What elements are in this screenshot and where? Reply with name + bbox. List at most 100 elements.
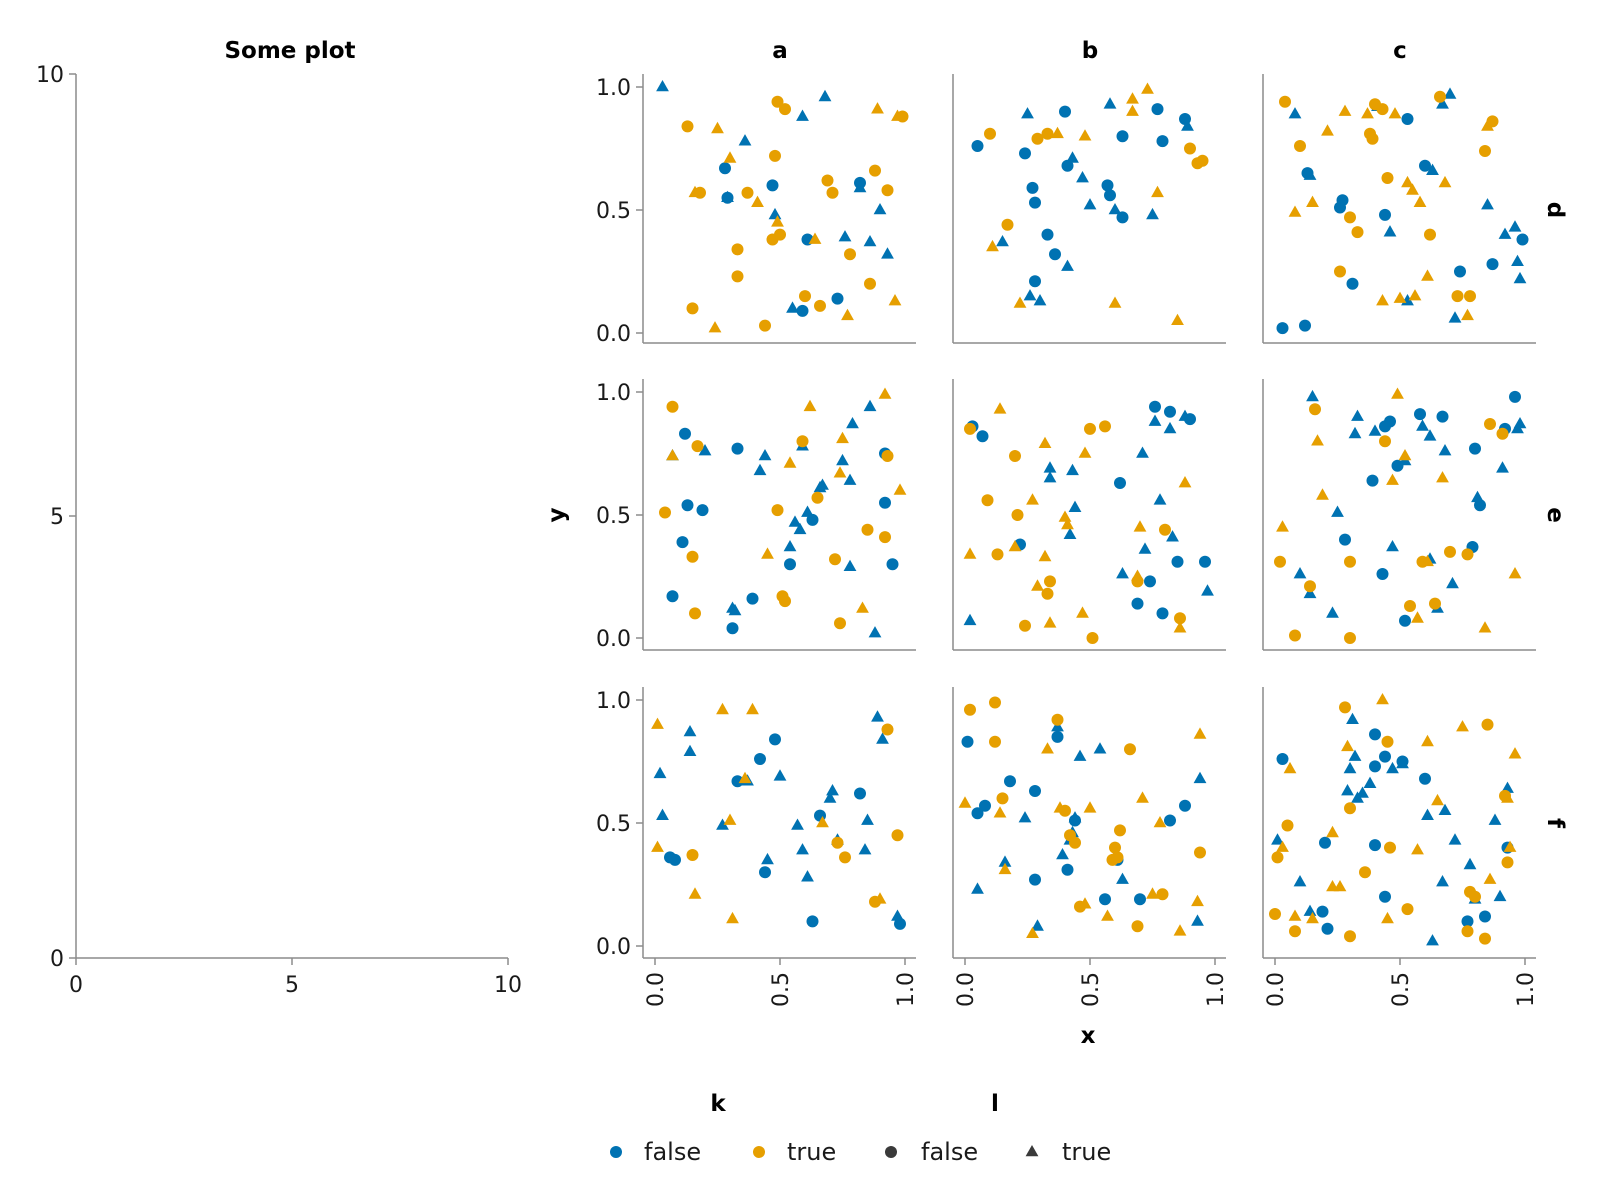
scatter-point bbox=[1401, 113, 1414, 125]
scatter-point bbox=[1431, 793, 1444, 806]
scatter-point bbox=[686, 302, 699, 315]
scatter-point bbox=[1419, 772, 1431, 785]
scatter-point bbox=[1479, 932, 1491, 945]
facet-panel-c-e bbox=[1274, 387, 1527, 644]
scatter-point bbox=[989, 735, 1001, 748]
scatter-point bbox=[686, 849, 699, 861]
scatter-point bbox=[1306, 195, 1319, 207]
scatter-point bbox=[1516, 233, 1529, 246]
scatter-point bbox=[1073, 749, 1087, 761]
scatter-point bbox=[1326, 825, 1339, 838]
scatter-point bbox=[1423, 429, 1437, 441]
blank-x-tick-label: 10 bbox=[494, 973, 522, 998]
scatter-point bbox=[771, 95, 784, 108]
scatter-point bbox=[1279, 95, 1291, 108]
scatter-point bbox=[774, 228, 786, 241]
scatter-point bbox=[1166, 530, 1179, 542]
scatter-point bbox=[1326, 606, 1339, 618]
scatter-point bbox=[1484, 418, 1496, 430]
legend-title-k: k bbox=[710, 1091, 726, 1117]
facet-panel-axes: 0.0 0.5 1.0 bbox=[596, 379, 916, 652]
scatter-point bbox=[746, 702, 759, 715]
scatter-point bbox=[1031, 579, 1044, 591]
scatter-point bbox=[869, 164, 881, 177]
scatter-point bbox=[1348, 426, 1362, 439]
facet-panel-axes bbox=[952, 379, 1226, 651]
scatter-point bbox=[1019, 147, 1031, 160]
scatter-point bbox=[1398, 449, 1412, 461]
scatter-point bbox=[1311, 434, 1324, 446]
scatter-point bbox=[801, 505, 814, 517]
scatter-point bbox=[1269, 908, 1281, 920]
scatter-point bbox=[1434, 90, 1446, 103]
scatter-point bbox=[1068, 811, 1082, 823]
scatter-point bbox=[1436, 875, 1449, 887]
scatter-point bbox=[1429, 597, 1441, 610]
scatter-point bbox=[1424, 228, 1436, 241]
scatter-point bbox=[998, 855, 1012, 867]
scatter-point bbox=[1321, 922, 1334, 935]
scatter-point bbox=[1436, 97, 1449, 109]
scatter-point bbox=[1029, 275, 1041, 288]
scatter-point bbox=[1461, 925, 1474, 938]
scatter-point bbox=[1103, 97, 1117, 109]
scatter-point bbox=[1044, 575, 1056, 588]
scatter-point bbox=[816, 478, 829, 490]
scatter-point bbox=[766, 179, 779, 192]
scatter-point bbox=[1051, 730, 1064, 743]
scatter-point bbox=[863, 399, 877, 412]
scatter-point bbox=[1481, 119, 1494, 131]
scatter-point bbox=[1316, 488, 1329, 500]
scatter-point bbox=[1281, 819, 1294, 832]
scatter-point bbox=[1148, 414, 1162, 426]
scatter-point bbox=[683, 725, 697, 737]
scatter-point bbox=[873, 892, 887, 904]
scatter-point bbox=[716, 818, 729, 830]
scatter-point bbox=[801, 870, 814, 882]
scatter-point bbox=[1411, 843, 1424, 855]
scatter-point bbox=[1361, 107, 1374, 119]
scatter-point bbox=[796, 304, 809, 317]
scatter-point bbox=[896, 110, 909, 123]
scatter-point bbox=[1184, 142, 1196, 155]
facet-x-tick-label: 1.0 bbox=[1204, 972, 1229, 1007]
scatter-point bbox=[1369, 728, 1381, 741]
scatter-point bbox=[1191, 894, 1204, 907]
scatter-point bbox=[989, 696, 1001, 709]
scatter-point bbox=[1461, 548, 1474, 561]
scatter-point bbox=[1319, 836, 1331, 849]
scatter-point bbox=[1341, 784, 1354, 796]
blank-y-tick-label: 5 bbox=[50, 505, 64, 530]
scatter-point bbox=[1156, 607, 1169, 620]
facet-y-tick-label: 0.0 bbox=[596, 627, 631, 652]
scatter-point bbox=[1303, 586, 1317, 599]
legend: k l false true false true bbox=[610, 1091, 1111, 1166]
scatter-point bbox=[1149, 400, 1161, 413]
scatter-point bbox=[784, 558, 796, 571]
scatter-point bbox=[796, 435, 809, 448]
scatter-point bbox=[1136, 446, 1149, 458]
scatter-point bbox=[679, 427, 691, 440]
scatter-point bbox=[891, 829, 904, 842]
scatter-point bbox=[1363, 776, 1377, 788]
scatter-point bbox=[681, 120, 694, 133]
scatter-point bbox=[1386, 761, 1399, 774]
scatter-point bbox=[961, 735, 974, 748]
scatter-point bbox=[1108, 203, 1122, 215]
scatter-point bbox=[1029, 196, 1041, 209]
scatter-point bbox=[1498, 227, 1512, 239]
scatter-point bbox=[1101, 909, 1114, 921]
scatter-point bbox=[861, 523, 874, 536]
scatter-point bbox=[1474, 499, 1486, 512]
legend-title-l: l bbox=[991, 1091, 999, 1117]
scatter-point bbox=[1331, 505, 1344, 517]
facet-panel-axes bbox=[952, 74, 1226, 344]
scatter-point bbox=[846, 417, 859, 429]
scatter-point bbox=[1469, 890, 1481, 903]
scatter-point bbox=[1376, 693, 1389, 705]
scatter-point bbox=[1391, 387, 1404, 399]
scatter-point bbox=[1379, 208, 1391, 221]
facet-x-tick-label: 1.0 bbox=[1514, 972, 1539, 1007]
scatter-point bbox=[1383, 225, 1397, 237]
